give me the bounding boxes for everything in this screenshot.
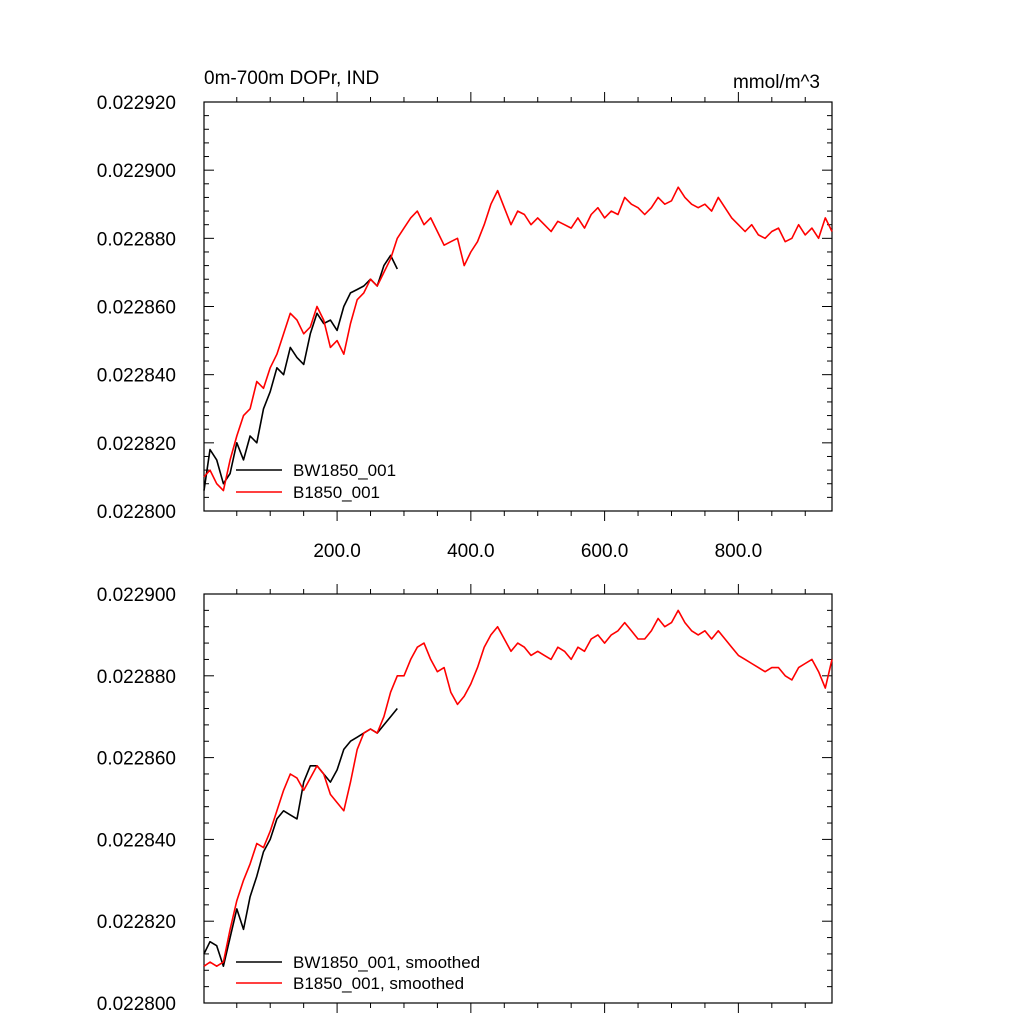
y-tick-label: 0.022800: [97, 994, 176, 1015]
y-tick-label: 0.022840: [97, 830, 176, 851]
series-line-b1850: [204, 610, 832, 966]
chart-panel-2: 0.022800 0.022820 0.022840 0.022860 0.022880…: [97, 584, 832, 1015]
y-tick-label: 0.022860: [97, 749, 176, 770]
y-tick-label: 0.022840: [97, 366, 176, 387]
series-line-b1850: [204, 187, 832, 490]
x-tick-label: 800.0: [715, 541, 763, 562]
y-tick-label: 0.022900: [97, 161, 176, 182]
series-line-bw1850: [204, 709, 397, 967]
y-tick-label: 0.022800: [97, 502, 176, 523]
plot-frame: [204, 102, 832, 511]
legend-label: BW1850_001: [293, 461, 396, 480]
y-tick-label: 0.022900: [97, 585, 176, 606]
legend-label: B1850_001, smoothed: [293, 974, 464, 993]
chart-panel-1: 0.022800 0.022820 0.022840 0.022860 0.022880…: [97, 68, 832, 562]
x-tick-label: 400.0: [447, 541, 495, 562]
x-tick-label: 200.0: [313, 541, 361, 562]
legend-label: B1850_001: [293, 483, 380, 502]
legend-label: BW1850_001, smoothed: [293, 953, 480, 972]
y-tick-label: 0.022920: [97, 93, 176, 114]
y-tick-label: 0.022860: [97, 298, 176, 319]
units-label: mmol/m^3: [733, 72, 820, 93]
series-line-bw1850: [204, 255, 397, 490]
chart-title: 0m-700m DOPr, IND: [204, 68, 379, 89]
y-tick-label: 0.022820: [97, 434, 176, 455]
y-tick-label: 0.022880: [97, 667, 176, 688]
y-tick-label: 0.022820: [97, 912, 176, 933]
x-tick-label: 600.0: [581, 541, 629, 562]
y-tick-label: 0.022880: [97, 229, 176, 250]
